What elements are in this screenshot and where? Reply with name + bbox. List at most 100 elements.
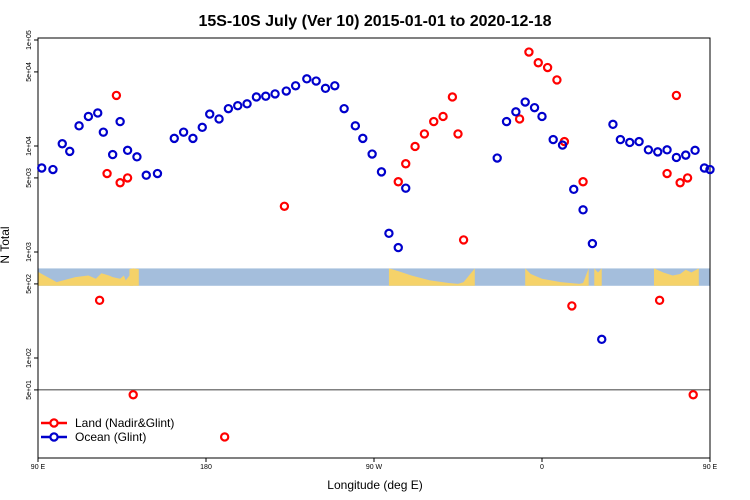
y-tick-label: 1e+03 [26,242,33,262]
map-land-shape [654,268,699,286]
ocean-point [625,137,635,148]
ocean-point [93,108,103,118]
legend: Land (Nadir&Glint)Ocean (Glint) [41,416,174,444]
ocean-point [367,149,377,159]
land-point [128,390,138,400]
ocean-point [569,184,579,195]
ocean-point [339,103,349,114]
ocean-point [330,81,340,91]
y-axis-label: N Total [0,226,12,263]
land-point [567,301,577,311]
land-point [578,177,588,187]
ocean-point [197,122,207,133]
x-tick-label: 90 E [31,464,46,471]
land-point [447,92,458,102]
y-tick-label: 5e+02 [26,274,33,294]
ocean-point [690,145,700,156]
land-point [410,141,420,152]
ocean-point [122,145,133,156]
x-ticks: 90 E 180 90 W 0 90 E [31,458,718,471]
land-point [514,114,525,124]
ocean-point [74,121,84,131]
ocean-point [643,145,654,155]
ocean-point [98,127,109,137]
ocean-point [529,102,540,113]
y-tick-label: 1e+04 [26,136,33,156]
ocean-point [548,134,558,145]
ocean-point [320,83,331,94]
x-tick-label: 90 E [703,464,718,471]
legend-entry: Land (Nadir&Glint) [41,416,174,430]
plot-layer [37,37,711,459]
ocean-point [48,164,58,175]
ocean-point [578,205,588,215]
land-point [458,235,469,245]
ocean-point [233,100,243,111]
x-tick-label: 0 [540,464,544,471]
ocean-point [83,111,94,122]
ocean-point [662,145,672,155]
legend-label: Ocean (Glint) [75,430,146,444]
ocean-point [587,238,598,249]
land-point [682,173,693,183]
land-point [662,168,672,179]
ocean-point [537,111,547,122]
legend-marker [49,432,59,442]
ocean-point [107,149,118,160]
ocean-point [169,133,179,144]
ocean-point [376,167,387,177]
land-point [401,159,411,169]
ocean-point [214,114,224,124]
ocean-point [242,99,252,109]
ocean-point [37,163,47,173]
y-ticks: 5e+01 1e+02 5e+02 1e+03 5e+03 1e+04 5e+04 1e+05 [26,30,38,400]
land-point [279,201,290,211]
y-tick-label: 5e+03 [26,168,33,188]
ocean-point [634,136,644,147]
x-tick-label: 90 W [366,464,383,471]
ocean-point [350,121,361,131]
legend-marker [49,418,59,428]
map-land-shape [525,268,589,286]
x-tick-label: 180 [200,464,212,471]
ocean-point [511,107,521,117]
land-point [688,390,698,400]
legend-entry: Ocean (Glint) [41,430,146,444]
map-land-shape [38,271,134,286]
land-point [94,295,105,306]
land-point [453,129,463,139]
ocean-point [223,103,234,114]
land-point [102,168,112,179]
land-point [654,295,665,306]
ocean-point [557,140,568,150]
ocean-point [65,146,75,157]
y-tick-label: 5e+04 [26,62,33,82]
points-layer [37,47,715,442]
land-point [219,432,230,442]
land-point [524,47,534,57]
ocean-point [188,133,198,144]
ocean-point [302,74,312,84]
ocean-series [37,74,715,345]
ocean-point [520,97,530,107]
y-tick-label: 1e+02 [26,348,33,368]
land-point [122,173,133,183]
ocean-point [597,334,607,345]
map-land-shape [388,268,475,286]
ocean-point [178,127,189,137]
ocean-point [653,147,663,157]
ocean-point [608,119,618,130]
land-point [438,111,448,122]
ocean-point [311,76,321,86]
map-land-shape [594,268,602,286]
ocean-point [358,133,368,144]
ocean-point [281,86,291,96]
land-point [429,116,439,127]
ocean-point [57,139,67,149]
land-point [552,75,562,85]
y-tick-label: 5e+01 [26,380,33,400]
ocean-point [270,89,280,99]
